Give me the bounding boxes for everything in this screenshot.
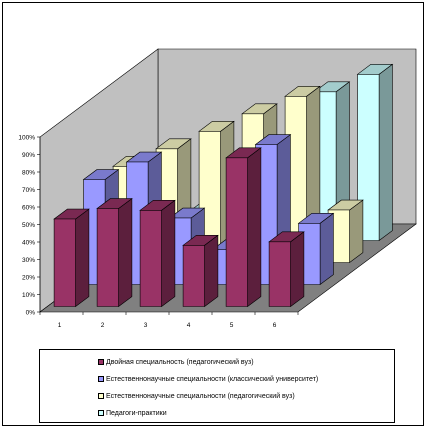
bar-side: [118, 198, 133, 308]
bar-front: [225, 157, 248, 307]
legend-swatch: [98, 410, 104, 416]
y-tick-label: 30%: [22, 257, 35, 264]
bar-series-1-cat-6: [268, 231, 305, 308]
y-tick-label: 60%: [22, 205, 35, 212]
x-tick-label: 4: [187, 322, 191, 329]
legend-swatch: [98, 393, 104, 399]
legend-item: Естественнонаучные специальности (педаго…: [98, 390, 295, 402]
bar-side: [161, 199, 176, 308]
y-tick-label: 90%: [22, 152, 35, 159]
y-tick-label: 20%: [22, 275, 35, 282]
bar-side: [319, 212, 334, 286]
y-tick-label: 0%: [26, 310, 36, 317]
legend-label: Естественнонаучные специальности (педаго…: [106, 392, 295, 400]
bar-front: [96, 208, 119, 307]
bar-series-1-cat-2: [96, 198, 133, 308]
y-tick-label: 50%: [22, 222, 35, 229]
y-tick-label: 40%: [22, 240, 35, 247]
legend-label: Педагоги-практики: [106, 409, 167, 417]
bar-front: [182, 245, 205, 307]
bar-side: [247, 147, 262, 308]
bar-series-1-cat-1: [53, 208, 90, 308]
bar-side: [75, 208, 90, 308]
legend-label: Двойная специальность (педагогический ву…: [106, 358, 254, 366]
bar-series-1-cat-3: [139, 199, 176, 308]
y-tick-label: 70%: [22, 187, 35, 194]
bar-front: [139, 210, 162, 307]
bar-series-1-cat-5: [225, 147, 262, 308]
bar-side: [204, 234, 219, 308]
x-tick-label: 2: [101, 322, 105, 329]
legend-item: Двойная специальность (педагогический ву…: [98, 356, 254, 368]
x-tick-label: 5: [230, 322, 234, 329]
chart-plot: 0% 10% 20% 30% 40% 50% 60% 70% 80% 90% 100% 1 2 3 4 5 6: [18, 48, 417, 329]
x-tick-label: 1: [58, 322, 62, 329]
legend-item: Педагоги-практики: [98, 407, 167, 419]
chart-frame: 0% 10% 20% 30% 40% 50% 60% 70% 80% 90% 100% 1 2 3 4 5 6 …: [2, 2, 424, 426]
legend-label: Естественнонаучные специальности (класси…: [106, 375, 319, 383]
bar-front: [53, 218, 76, 307]
bar-series-1-cat-4: [182, 234, 219, 308]
legend-item: Естественнонаучные специальности (класси…: [98, 373, 318, 385]
y-tick-label: 100%: [18, 135, 35, 142]
legend-swatch: [98, 359, 104, 365]
bar-front: [268, 241, 291, 307]
legend-swatch: [98, 376, 104, 382]
y-tick-label: 10%: [22, 292, 35, 299]
x-tick-label: 3: [144, 322, 148, 329]
bar-front: [357, 74, 380, 241]
bar-series-4-cat-6: [356, 63, 394, 242]
y-tick-label: 80%: [22, 170, 35, 177]
bar-side: [349, 199, 364, 264]
chart-legend: Двойная специальность (педагогический ву…: [39, 349, 395, 423]
bar-side: [378, 63, 393, 242]
bar-side: [290, 231, 305, 308]
x-tick-label: 6: [273, 322, 277, 329]
